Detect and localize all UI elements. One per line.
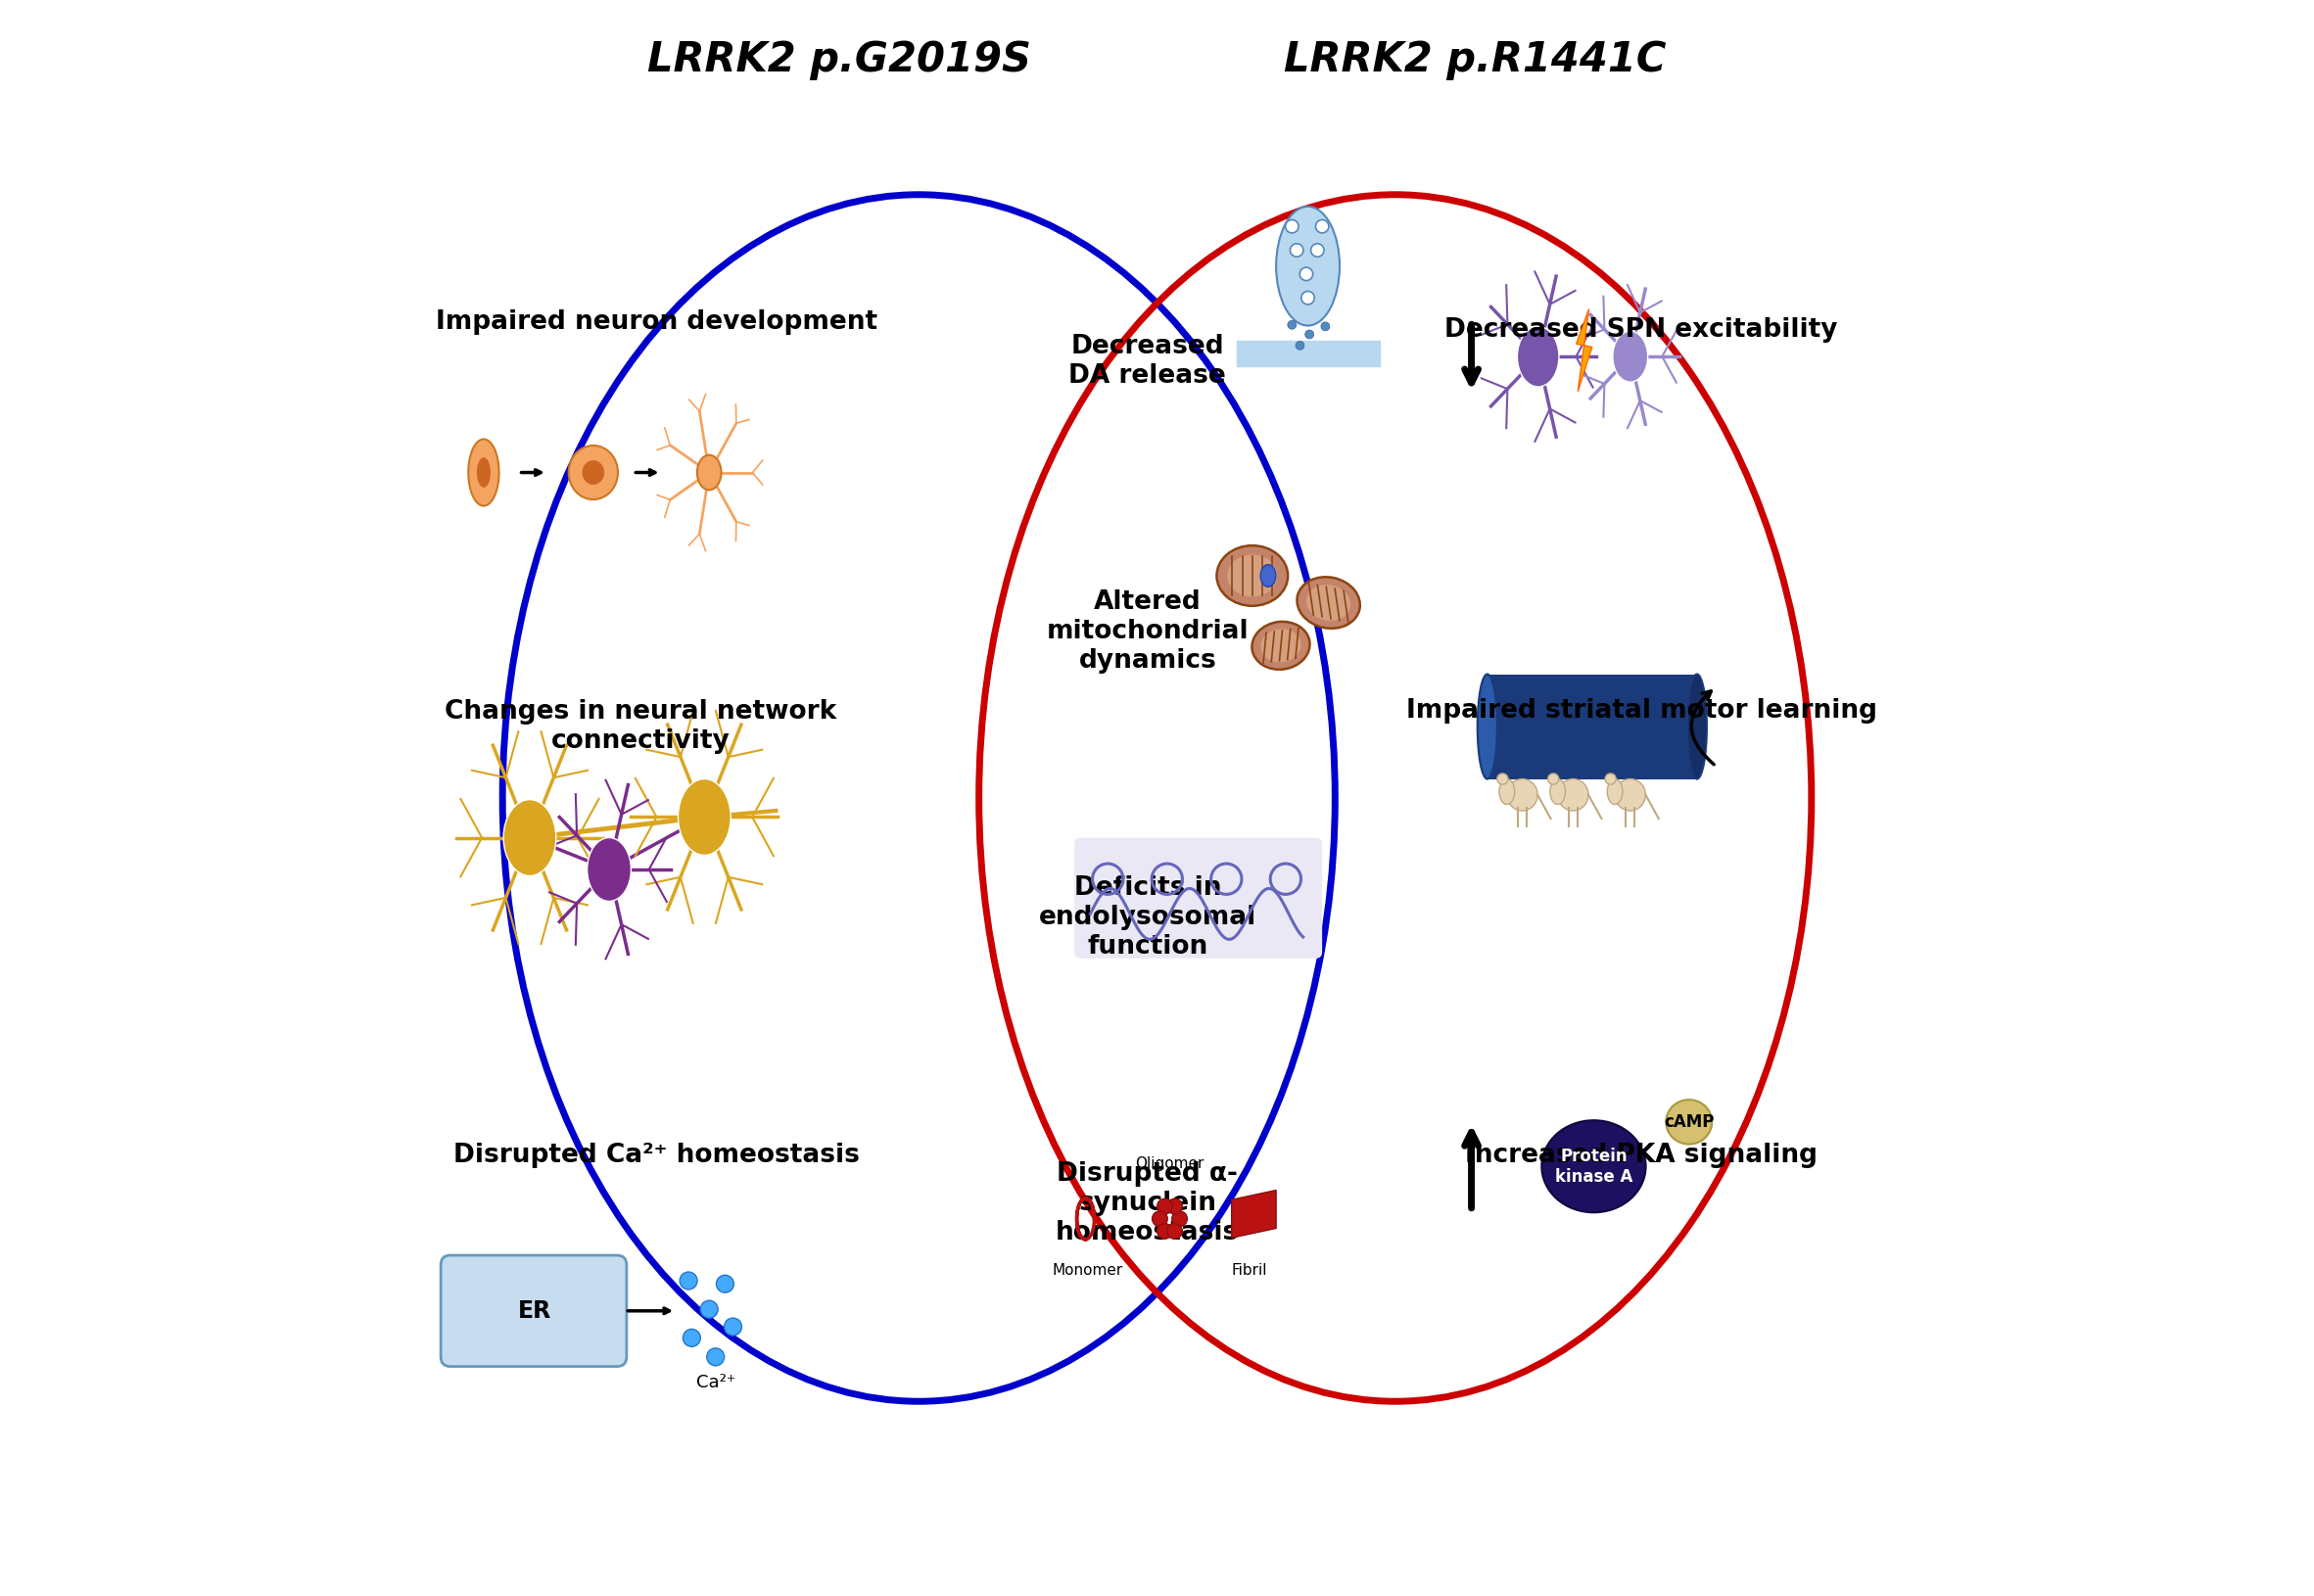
Ellipse shape [1541, 1120, 1645, 1213]
Circle shape [1287, 321, 1296, 329]
Text: LRRK2 p.R1441C: LRRK2 p.R1441C [1284, 38, 1666, 80]
Circle shape [1310, 244, 1324, 257]
Circle shape [701, 1301, 717, 1318]
Ellipse shape [1307, 584, 1351, 621]
Circle shape [1305, 330, 1314, 338]
Circle shape [1321, 322, 1331, 330]
Ellipse shape [588, 838, 632, 902]
Circle shape [1157, 1199, 1173, 1215]
Text: Increased PKA signaling: Increased PKA signaling [1465, 1143, 1816, 1168]
Ellipse shape [1226, 554, 1277, 597]
Circle shape [680, 1272, 697, 1290]
Circle shape [1317, 220, 1328, 233]
Ellipse shape [1666, 1100, 1712, 1144]
Polygon shape [1488, 674, 1696, 779]
Ellipse shape [477, 458, 491, 487]
Text: Protein
kinase A: Protein kinase A [1555, 1148, 1634, 1186]
Ellipse shape [583, 460, 604, 485]
Circle shape [724, 1318, 743, 1336]
Ellipse shape [678, 779, 731, 855]
Circle shape [1284, 220, 1298, 233]
Text: Fibril: Fibril [1231, 1264, 1268, 1278]
Text: Monomer: Monomer [1053, 1264, 1122, 1278]
Ellipse shape [1252, 621, 1310, 669]
Ellipse shape [1687, 674, 1708, 779]
Circle shape [1291, 244, 1303, 257]
Ellipse shape [1476, 674, 1497, 779]
Text: Decreased SPN excitability: Decreased SPN excitability [1444, 318, 1837, 342]
Ellipse shape [1608, 779, 1622, 804]
Polygon shape [1231, 1191, 1275, 1238]
Ellipse shape [467, 439, 500, 506]
Text: Deficits in
endolysosomal
function: Deficits in endolysosomal function [1039, 875, 1257, 959]
Ellipse shape [697, 455, 722, 490]
Ellipse shape [1261, 629, 1300, 662]
Text: Disrupted α-
synuclein
homeostasis: Disrupted α- synuclein homeostasis [1055, 1160, 1240, 1245]
Circle shape [1497, 774, 1509, 784]
Circle shape [1300, 290, 1314, 305]
Ellipse shape [1506, 779, 1536, 811]
Text: ER: ER [518, 1299, 551, 1323]
Ellipse shape [1217, 546, 1289, 606]
Circle shape [1152, 1211, 1169, 1226]
Ellipse shape [1613, 332, 1648, 381]
Text: Ca²⁺: Ca²⁺ [697, 1374, 736, 1392]
Ellipse shape [504, 800, 555, 876]
Circle shape [1548, 774, 1560, 784]
Circle shape [706, 1349, 724, 1366]
Ellipse shape [1557, 779, 1587, 811]
Circle shape [1157, 1224, 1173, 1238]
Ellipse shape [1261, 565, 1275, 587]
Text: Impaired striatal motor learning: Impaired striatal motor learning [1407, 697, 1877, 723]
Text: Oligomer: Oligomer [1136, 1157, 1203, 1171]
FancyBboxPatch shape [1074, 838, 1321, 958]
Text: Altered
mitochondrial
dynamics: Altered mitochondrial dynamics [1046, 589, 1250, 674]
Circle shape [1166, 1224, 1182, 1238]
Text: LRRK2 p.G2019S: LRRK2 p.G2019S [648, 38, 1032, 80]
Circle shape [683, 1329, 701, 1347]
Circle shape [1166, 1199, 1182, 1215]
Circle shape [1171, 1211, 1187, 1226]
Ellipse shape [1518, 327, 1560, 386]
Circle shape [717, 1275, 734, 1293]
Ellipse shape [1615, 779, 1645, 811]
Text: cAMP: cAMP [1664, 1112, 1715, 1130]
Circle shape [1300, 268, 1312, 281]
Ellipse shape [1499, 779, 1516, 804]
Ellipse shape [1296, 578, 1361, 629]
Polygon shape [1576, 310, 1592, 391]
Text: Impaired neuron development: Impaired neuron development [435, 310, 877, 335]
Text: Disrupted Ca²⁺ homeostasis: Disrupted Ca²⁺ homeostasis [454, 1143, 861, 1168]
Circle shape [1296, 342, 1305, 350]
Ellipse shape [569, 445, 618, 500]
Ellipse shape [1550, 779, 1564, 804]
FancyBboxPatch shape [440, 1256, 627, 1366]
Text: Changes in neural network
connectivity: Changes in neural network connectivity [444, 699, 838, 753]
Text: Decreased
DA release: Decreased DA release [1069, 334, 1226, 389]
Circle shape [1606, 774, 1615, 784]
Ellipse shape [1275, 206, 1340, 326]
